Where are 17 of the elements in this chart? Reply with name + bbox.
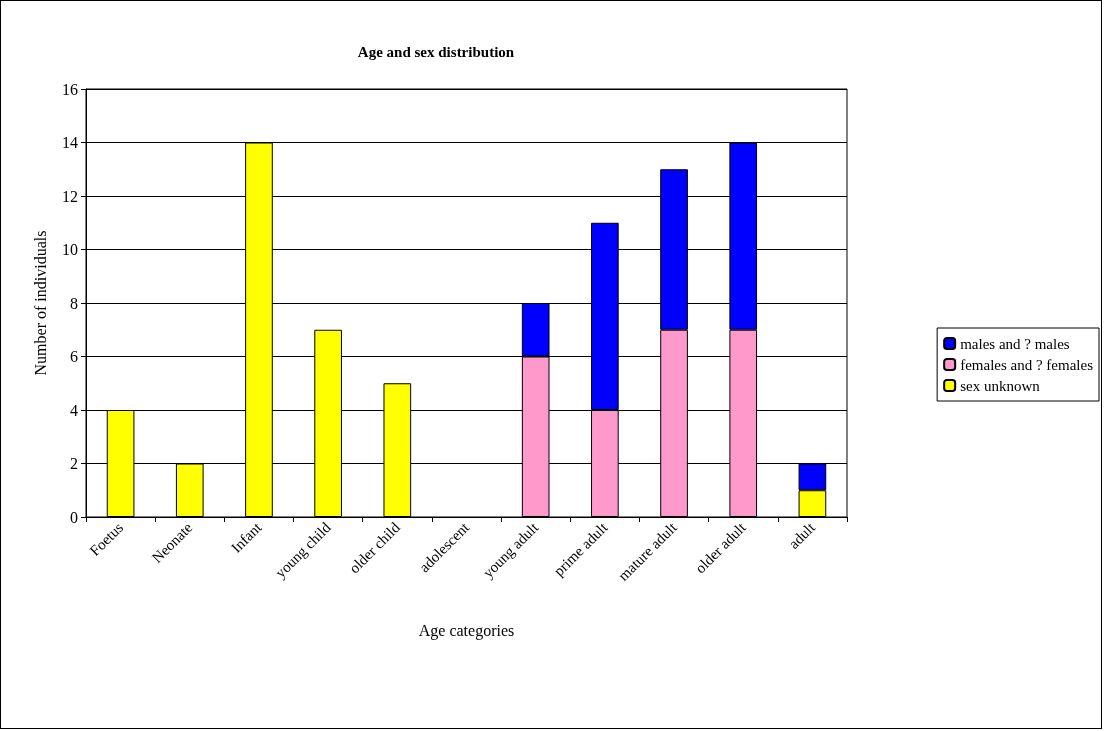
y-tick-label: 10 [62, 241, 78, 258]
y-tick-label: 8 [70, 294, 78, 312]
y-tick-label: 14 [62, 134, 78, 151]
x-tick-label: adult [785, 518, 819, 552]
y-tick-label: 12 [62, 187, 78, 205]
legend-label: females and ? females [960, 356, 1094, 373]
chart-title: Age and sex distribution [357, 43, 515, 60]
legend-label: sex unknown [960, 377, 1041, 394]
y-axis-title: Number of individuals [31, 230, 49, 376]
y-tick-label: 2 [70, 455, 78, 472]
x-axis-title: Age categories [418, 621, 515, 640]
y-tick-label: 0 [70, 508, 78, 526]
y-tick-label: 4 [70, 401, 78, 419]
y-tick-label: 6 [70, 348, 78, 365]
y-tick-label: 16 [62, 80, 78, 98]
legend-label: males and ? males [960, 335, 1070, 352]
x-tick-label: older adult [691, 518, 750, 577]
